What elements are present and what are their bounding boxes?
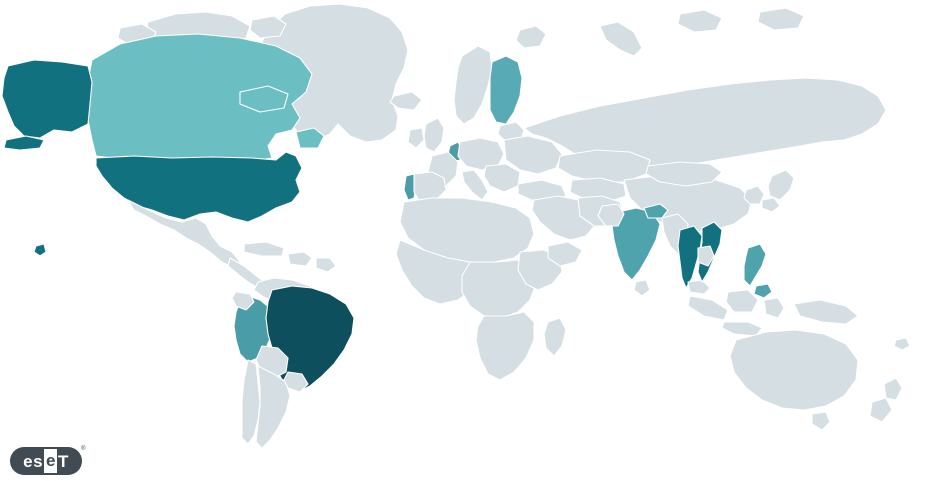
country-finland <box>490 56 522 124</box>
region-novaya-zemlya <box>600 22 642 56</box>
region-japan <box>768 170 794 200</box>
region-korea <box>744 186 764 204</box>
region-svalbard <box>516 26 546 48</box>
region-caribbean-hispaniola <box>288 252 312 266</box>
country-new-zealand-north <box>884 378 902 400</box>
country-ireland <box>408 128 424 148</box>
country-australia <box>730 330 858 410</box>
country-chile <box>242 360 260 444</box>
region-italy <box>462 170 488 200</box>
region-west-africa <box>396 240 478 304</box>
region-fiji <box>894 338 910 350</box>
country-uk <box>424 118 444 152</box>
region-indonesia-sumatra <box>688 296 728 320</box>
region-horn-of-africa <box>548 242 582 266</box>
region-malaysia <box>688 280 710 294</box>
region-aleutians <box>4 136 44 150</box>
region-southern-africa <box>476 312 534 380</box>
region-arctic-islands-4 <box>250 16 286 38</box>
region-alaska <box>2 60 92 138</box>
region-arctic-isles-east <box>758 8 804 30</box>
region-arctic-russia-isles <box>678 10 722 32</box>
region-central-africa <box>462 260 536 318</box>
logo-wordmark: es e T ® <box>10 446 86 475</box>
country-brazil <box>266 286 354 392</box>
region-balkans <box>484 164 520 192</box>
country-mongolia <box>646 162 722 186</box>
region-newfoundland <box>296 128 324 148</box>
region-caribbean-cuba <box>244 242 284 256</box>
region-central-asia <box>570 178 626 202</box>
region-caribbean-antilles <box>316 258 336 272</box>
logo-trademark-icon: ® <box>81 446 86 452</box>
region-tasmania <box>812 412 830 430</box>
region-scandinavia <box>454 46 492 124</box>
country-uruguay-paraguay <box>284 372 308 392</box>
region-japan-south <box>762 198 780 212</box>
country-laos-cambodia <box>698 246 714 266</box>
eset-logo: es e T ® <box>10 446 86 475</box>
logo-segment-es: es <box>23 451 44 471</box>
logo-segment-e: e <box>44 449 57 473</box>
country-canada <box>86 34 312 160</box>
country-thailand <box>678 226 702 288</box>
region-borneo <box>726 290 758 312</box>
country-pakistan <box>598 204 624 226</box>
country-new-zealand-south <box>870 398 892 422</box>
region-new-guinea <box>794 300 858 324</box>
country-spain <box>414 172 446 202</box>
logo-segment-t: T <box>58 451 69 471</box>
region-pacific-island-marker <box>34 244 46 256</box>
region-canada-islands <box>240 86 288 112</box>
country-nepal <box>644 204 668 218</box>
region-sulawesi <box>764 298 784 318</box>
country-ecuador <box>232 292 254 310</box>
region-sri-lanka <box>634 280 650 296</box>
region-iceland <box>390 92 422 110</box>
country-philippines-south <box>754 284 772 298</box>
region-eastern-europe <box>504 136 562 174</box>
region-madagascar <box>544 318 566 356</box>
country-philippines <box>744 244 766 286</box>
